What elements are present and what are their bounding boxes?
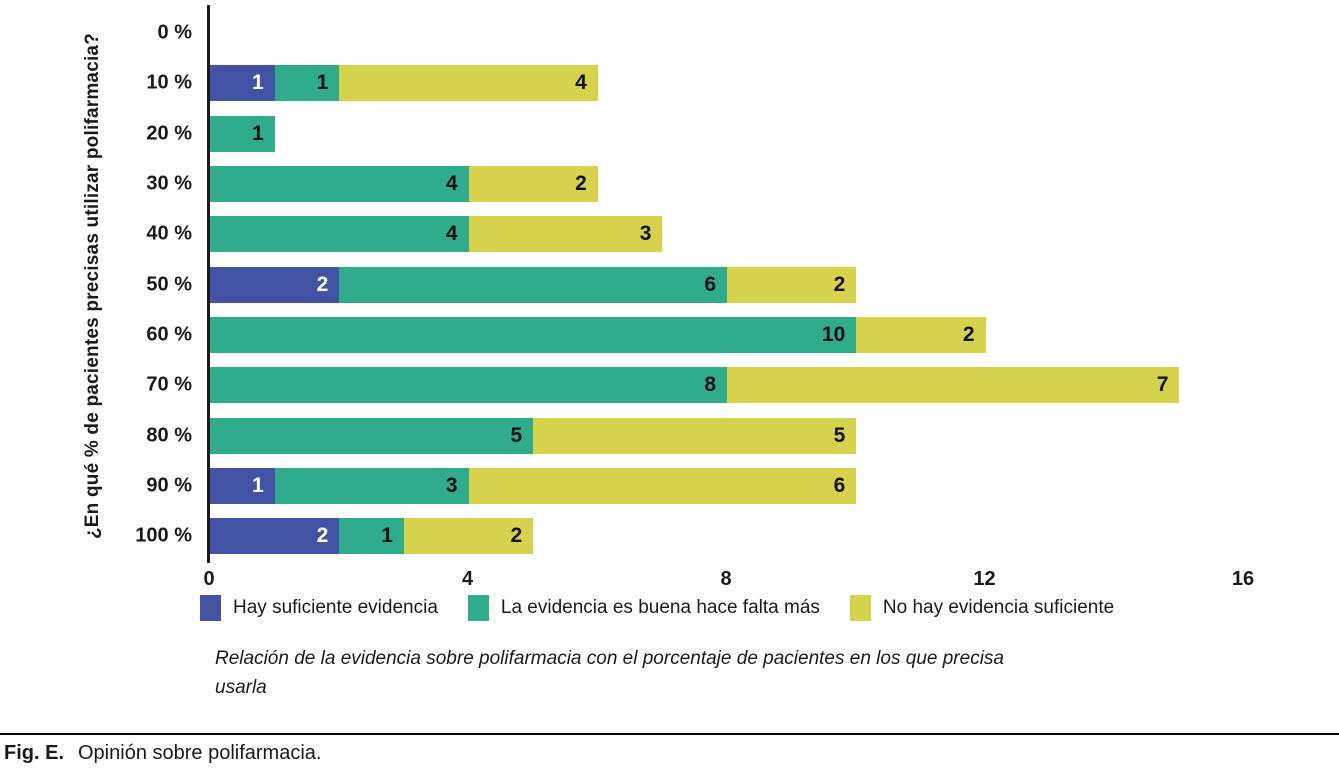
bar-segment: 3 — [468, 216, 663, 253]
legend-swatch — [849, 595, 871, 621]
chart-caption-line1: Relación de la evidencia sobre polifarma… — [215, 648, 1004, 669]
bar-segment: 1 — [210, 65, 275, 102]
bar-row: 2 1 2 — [210, 518, 534, 555]
bar-row: 1 3 6 — [210, 467, 857, 504]
bar-segment: 2 — [468, 166, 598, 203]
bar-value-label: 10 — [821, 322, 846, 346]
bar-segment: 5 — [533, 417, 857, 454]
category-label: 50 % — [146, 273, 192, 296]
bar-segment: 1 — [210, 115, 275, 152]
bar-value-label: 5 — [833, 423, 846, 447]
x-tick-label: 4 — [461, 568, 474, 590]
bar-value-label: 1 — [316, 71, 329, 95]
bar-segment: 2 — [210, 518, 340, 555]
chart-caption: Relación de la evidencia sobre polifarma… — [215, 644, 1004, 702]
bar-segment: 2 — [856, 316, 986, 353]
bar-value-label: 4 — [445, 222, 458, 246]
bar-segment: 2 — [210, 266, 340, 303]
bar-segment: 6 — [468, 467, 857, 504]
category-label: 40 % — [146, 222, 192, 245]
chart-caption-line2: usarla — [215, 677, 267, 698]
category-label: 80 % — [146, 424, 192, 447]
category-label: 10 % — [146, 71, 192, 94]
bar-segment: 3 — [274, 467, 469, 504]
legend-label: Hay suficiente evidencia — [233, 597, 438, 618]
bar-segment: 4 — [339, 65, 598, 102]
bar-segment: 4 — [210, 166, 469, 203]
legend-label: La evidencia es buena hace falta más — [500, 597, 820, 618]
bar-value-label: 1 — [251, 121, 264, 145]
bar-row: 1 1 4 — [210, 65, 598, 102]
legend-item: No hay evidencia suficiente — [849, 595, 1115, 621]
legend-item: La evidencia es buena hace falta más — [467, 595, 820, 621]
bar-value-label: 3 — [445, 473, 458, 497]
legend-label: No hay evidencia suficiente — [882, 597, 1115, 618]
bar-value-label: 2 — [833, 272, 846, 296]
category-label: 30 % — [146, 172, 192, 195]
bar-row: 2 6 2 — [210, 266, 857, 303]
divider-line — [0, 733, 1339, 735]
bar-segment: 1 — [274, 65, 340, 102]
bar-value-label: 8 — [704, 373, 716, 397]
bar-row: 10 2 — [210, 316, 986, 353]
category-label: 60 % — [146, 323, 192, 346]
x-tick-label: 16 — [1231, 568, 1255, 590]
bar-value-label: 2 — [316, 272, 329, 296]
x-tick-label: 12 — [973, 568, 996, 590]
bar-value-label: 6 — [833, 473, 846, 497]
bar-value-label: 1 — [381, 524, 393, 548]
bar-value-label: 5 — [510, 423, 523, 447]
legend-item: Hay suficiente evidencia — [200, 595, 438, 621]
category-label: 90 % — [146, 474, 192, 497]
bar-segment: 2 — [727, 266, 857, 303]
figure-caption: Fig. E. Opinión sobre polifarmacia. — [4, 742, 321, 765]
bar-value-label: 6 — [704, 272, 716, 296]
bar-value-label: 4 — [445, 172, 458, 196]
category-label: 20 % — [146, 122, 192, 145]
x-tick-label: 0 — [203, 568, 215, 590]
bar-value-label: 2 — [316, 524, 329, 548]
bar-segment: 5 — [210, 417, 534, 454]
category-label: 100 % — [135, 524, 192, 547]
bar-value-label: 7 — [1156, 373, 1169, 397]
category-label: 0 % — [157, 21, 192, 44]
legend-swatch — [200, 595, 221, 621]
y-axis-line — [207, 5, 210, 563]
figure-caption-text: Opinión sobre polifarmacia. — [78, 742, 322, 764]
bar-segment: 6 — [339, 266, 727, 303]
figure-caption-label: Fig. E. — [4, 742, 64, 764]
bar-segment: 2 — [403, 518, 534, 555]
bar-segment: 1 — [339, 518, 404, 555]
bar-segment: 4 — [210, 216, 469, 253]
bar-segment: 7 — [727, 367, 1180, 404]
bar-segment: 10 — [210, 316, 857, 353]
bar-row: 1 — [210, 115, 275, 152]
bar-value-label: 2 — [575, 172, 587, 196]
bar-value-label: 1 — [251, 473, 264, 497]
bar-segment: 1 — [210, 467, 275, 504]
bar-value-label: 2 — [962, 322, 975, 346]
x-tick-label: 8 — [720, 568, 732, 590]
bar-segment: 8 — [210, 367, 727, 404]
bar-value-label: 3 — [639, 222, 652, 246]
bar-value-label: 4 — [575, 71, 587, 95]
legend-swatch — [467, 595, 489, 621]
bar-value-label: 1 — [251, 71, 264, 95]
category-label: 70 % — [146, 373, 192, 396]
legend: Hay suficiente evidencia La evidencia es … — [200, 595, 1114, 621]
bar-value-label: 2 — [510, 524, 523, 548]
